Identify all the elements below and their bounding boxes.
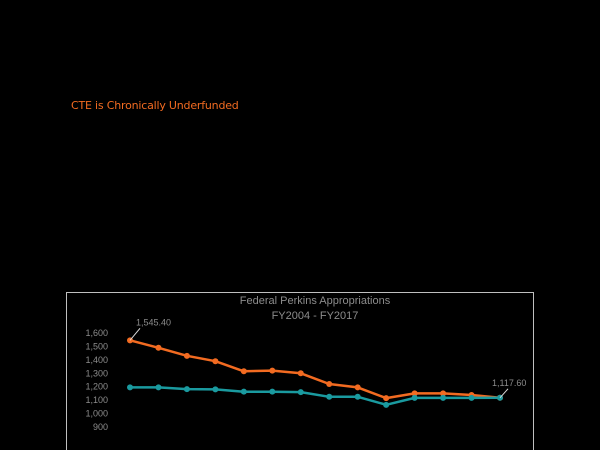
data-point: [127, 384, 133, 391]
annotation-leader: [499, 388, 509, 399]
data-point: [297, 370, 304, 377]
data-point: [383, 395, 390, 402]
data-point: [326, 381, 333, 388]
y-tick-label: 1,100: [85, 395, 108, 405]
data-point: [354, 393, 361, 400]
annotation-leader: [129, 328, 141, 341]
series-points: [127, 337, 503, 408]
y-tick-label: 1,400: [85, 355, 108, 365]
y-tick-label: 1,200: [85, 382, 108, 392]
data-point: [411, 394, 418, 401]
data-point: [240, 388, 247, 395]
chart-frame: [66, 292, 534, 450]
y-tick-label: 1,500: [85, 341, 108, 351]
data-point: [411, 390, 418, 397]
data-point: [183, 386, 190, 393]
series-line: [130, 386, 501, 407]
data-point: [212, 358, 219, 365]
y-tick-label: 900: [93, 422, 108, 432]
y-tick-label: 1,000: [85, 409, 108, 419]
headline: CTE is Chronically Underfunded: [71, 99, 239, 112]
data-point: [183, 352, 190, 359]
series-lines: [129, 339, 501, 407]
data-point: [212, 386, 219, 393]
annotations: 1,545.40 1,117.60: [129, 317, 526, 399]
data-label-first: 1,545.40: [136, 317, 171, 327]
data-point: [383, 401, 390, 408]
y-axis-ticks: 1,600 1,500 1,400 1,300 1,200 1,100 1,000 900: [85, 328, 108, 432]
y-tick-label: 1,600: [85, 328, 108, 338]
data-point: [468, 394, 475, 401]
chart-subtitle: FY2004 - FY2017: [272, 310, 359, 322]
data-point: [297, 389, 304, 396]
data-point: [440, 390, 447, 397]
data-point: [155, 344, 162, 351]
data-point: [354, 384, 361, 391]
data-point: [155, 384, 162, 391]
data-point: [240, 368, 247, 375]
data-point: [440, 394, 447, 401]
series-line: [129, 339, 501, 400]
chart-title: Federal Perkins Appropriations: [240, 295, 391, 307]
data-point: [269, 367, 276, 374]
y-tick-label: 1,300: [85, 368, 108, 378]
data-point: [326, 393, 333, 400]
data-label-last: 1,117.60: [492, 378, 526, 388]
data-point: [269, 388, 276, 395]
